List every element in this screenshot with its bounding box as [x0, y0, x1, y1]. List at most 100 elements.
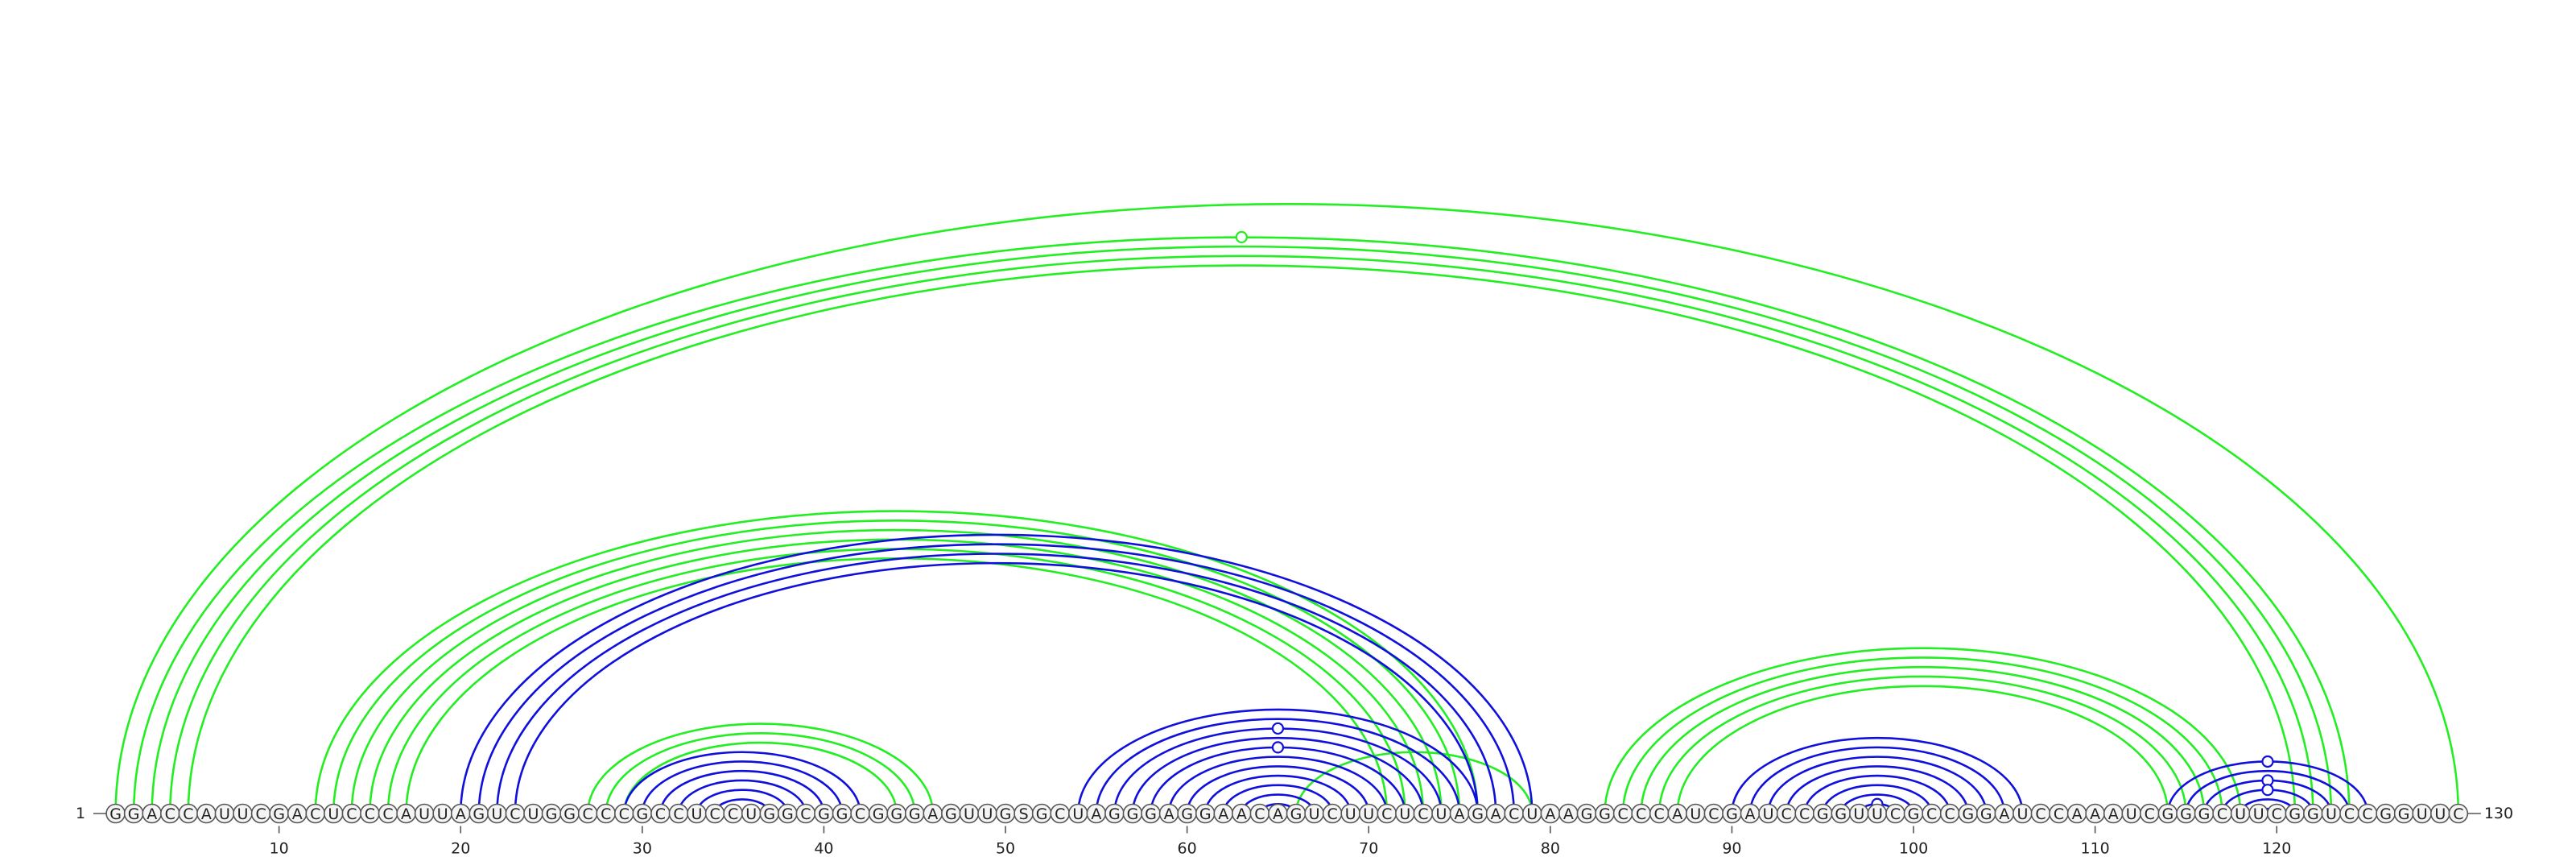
blue-pair-arc	[1803, 774, 1951, 814]
nucleotide: U	[1758, 803, 1778, 824]
nucleotide-letter: U	[528, 805, 539, 823]
nucleotide: G	[1831, 803, 1852, 824]
blue-pair-arc	[659, 769, 825, 814]
nucleotide-letter: U	[491, 805, 502, 823]
nucleotide-letter: U	[1872, 805, 1883, 823]
green-pair-arc	[151, 245, 2333, 814]
blue-pair-arc	[1785, 765, 1970, 814]
nucleotide: A	[2066, 803, 2087, 824]
nucleotide: C	[1612, 803, 1633, 824]
nucleotide-letter: G	[2398, 805, 2410, 823]
tick-label: 30	[633, 840, 652, 857]
nucleotide-letter: U	[2434, 805, 2446, 823]
nucleotide: C	[2140, 803, 2160, 824]
nucleotide: C	[2448, 803, 2469, 824]
nucleotide-letter: U	[219, 805, 230, 823]
nucleotide-letter: G	[890, 805, 902, 823]
tick-label: 70	[1359, 840, 1378, 857]
nucleotide: U	[977, 803, 997, 824]
nucleotide: C	[2339, 803, 2359, 824]
blue-pair-arc	[2185, 769, 2351, 814]
nucleotide: C	[1322, 803, 1343, 824]
pair-marker	[2261, 755, 2274, 768]
nucleotide-letter: U	[691, 805, 703, 823]
nucleotide-letter: A	[456, 805, 466, 823]
nucleotide-letter: U	[1436, 805, 1447, 823]
nucleotide-letter: G	[1108, 805, 1121, 823]
nucleotide: G	[814, 803, 834, 824]
nucleotide-letter: C	[2035, 805, 2046, 823]
blue-pair-arc	[514, 561, 1479, 814]
nucleotide-letter: C	[165, 805, 175, 823]
nucleotide: C	[2266, 803, 2287, 824]
blue-pair-arc	[641, 760, 844, 814]
nucleotide-letter: A	[927, 805, 938, 823]
nucleotide: U	[1395, 803, 1415, 824]
nucleotide: G	[2285, 803, 2306, 824]
nucleotide: C	[2357, 803, 2378, 824]
nucleotide-letter: C	[2054, 805, 2064, 823]
nucleotide: U	[523, 803, 543, 824]
nucleotide: C	[704, 803, 725, 824]
nucleotide-letter: C	[2362, 805, 2372, 823]
nucleotide-letter: U	[1363, 805, 1374, 823]
nucleotide: G	[1177, 803, 1197, 824]
nucleotide: C	[1631, 803, 1651, 824]
blue-pair-arc	[677, 779, 807, 814]
nucleotide: C	[2030, 803, 2051, 824]
blue-pair-arc	[1222, 784, 1334, 814]
nucleotide-letter: A	[1672, 805, 1682, 823]
nucleotide: G	[2393, 803, 2414, 824]
nucleotide: G	[832, 803, 852, 824]
nucleotide-letter: C	[2453, 805, 2463, 823]
nucleotide-letter: G	[1817, 805, 1829, 823]
nucleotide: G	[1468, 803, 1488, 824]
nucleotide-letter: G	[1581, 805, 1593, 823]
nucleotide-letter: U	[2253, 805, 2264, 823]
nucleotide-letter: G	[1472, 805, 1484, 823]
nucleotide: A	[1667, 803, 1688, 824]
nucleotide-letter: A	[1455, 805, 1465, 823]
nucleotide: G	[1975, 803, 1996, 824]
nucleotide-letter: C	[619, 805, 630, 823]
nucleotide: C	[1504, 803, 1525, 824]
nucleotide: G	[632, 803, 653, 824]
nucleotide: A	[1268, 803, 1288, 824]
blue-pair-arc	[1131, 736, 1425, 814]
nucleotide: U	[324, 803, 344, 824]
nucleotide-letter: A	[2072, 805, 2083, 823]
nucleotide: U	[1521, 803, 1542, 824]
green-pair-arc	[332, 520, 1461, 814]
nucleotide-letter: U	[2126, 805, 2137, 823]
nucleotide-letter: A	[1236, 805, 1247, 823]
nucleotide-letter: U	[237, 805, 249, 823]
pair-marker	[2261, 784, 2274, 797]
nucleotide: C	[1249, 803, 1270, 824]
nucleotide: G	[1122, 803, 1143, 824]
nucleotide-letter: C	[382, 805, 393, 823]
blue-pair-arc	[696, 789, 789, 814]
nucleotide: C	[723, 803, 743, 824]
nucleotide-letter: A	[1999, 805, 2009, 823]
nucleotide: U	[2013, 803, 2033, 824]
nucleotide-letter: A	[1745, 805, 1756, 823]
tick-label: 110	[2081, 840, 2110, 857]
nucleotide-letter: G	[1599, 805, 1611, 823]
pair-marker	[1271, 722, 1285, 735]
nucleotide: A	[1449, 803, 1470, 824]
nucleotide: A	[1540, 803, 1561, 824]
nucleotide-letter: C	[1617, 805, 1628, 823]
nucleotide: A	[287, 803, 308, 824]
nucleotide-letter: U	[2417, 805, 2428, 823]
nucleotide-letter: C	[346, 805, 357, 823]
blue-pair-arc	[1076, 708, 1479, 814]
nucleotide: G	[941, 803, 961, 824]
nucleotide: C	[178, 803, 199, 824]
nucleotide-letter: U	[1345, 805, 1356, 823]
nucleotide: G	[1104, 803, 1125, 824]
tick-label: 10	[270, 840, 289, 857]
nucleotide: C	[1050, 803, 1071, 824]
nucleotide-letter: U	[328, 805, 339, 823]
nucleotide-letter: G	[1726, 805, 1738, 823]
